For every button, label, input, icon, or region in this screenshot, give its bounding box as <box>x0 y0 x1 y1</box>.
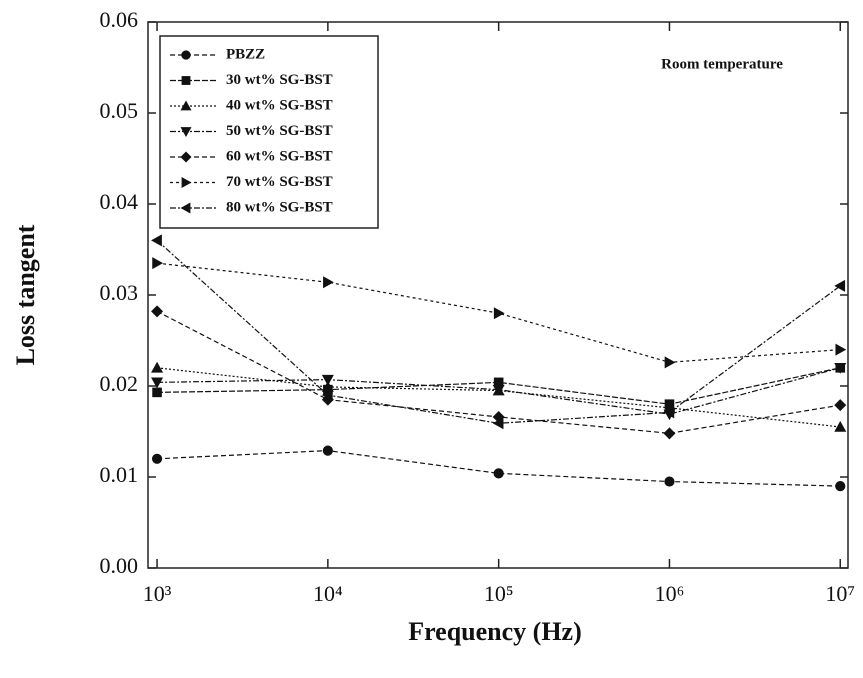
marker <box>835 343 847 356</box>
marker <box>152 257 164 270</box>
marker <box>492 417 504 430</box>
x-tick-label: 10⁶ <box>655 581 685 606</box>
legend-label: 50 wt% SG-BST <box>226 123 333 139</box>
legend-marker <box>180 127 192 137</box>
y-axis-title: Loss tangent <box>11 224 40 365</box>
x-tick-label: 10³ <box>143 581 172 606</box>
legend-marker <box>180 100 192 111</box>
marker <box>493 377 504 388</box>
y-tick-label: 0.02 <box>100 371 139 396</box>
legend-label: 60 wt% SG-BST <box>226 148 333 164</box>
legend-label: 30 wt% SG-BST <box>226 72 333 88</box>
marker <box>664 476 675 487</box>
x-tick-label: 10⁴ <box>313 581 343 606</box>
annotation: Room temperature <box>661 56 783 72</box>
legend-label: 40 wt% SG-BST <box>226 97 333 113</box>
series-line <box>157 450 841 487</box>
legend-marker <box>181 50 191 60</box>
marker <box>834 363 847 374</box>
marker <box>151 453 163 464</box>
y-tick-label: 0.01 <box>100 462 139 487</box>
legend-marker <box>180 151 192 163</box>
marker <box>321 380 334 392</box>
series-line <box>156 239 841 424</box>
legend-label: PBZZ <box>226 46 265 62</box>
marker <box>151 377 164 389</box>
marker <box>492 384 505 396</box>
marker <box>835 481 846 492</box>
marker <box>663 406 675 419</box>
marker <box>151 234 162 247</box>
series-line <box>156 262 841 363</box>
marker <box>321 374 334 386</box>
x-tick-label: 10⁵ <box>484 581 514 606</box>
legend-marker <box>181 177 192 188</box>
marker <box>151 305 164 318</box>
y-tick-label: 0.05 <box>100 98 139 123</box>
marker <box>834 279 846 292</box>
legend-marker <box>180 202 191 214</box>
legend-label: 80 wt% SG-BST <box>226 199 333 215</box>
marker <box>152 387 162 398</box>
x-axis-title: Frequency (Hz) <box>408 617 582 646</box>
marker <box>322 445 333 456</box>
marker <box>493 307 505 320</box>
marker <box>834 399 847 412</box>
marker <box>664 356 676 369</box>
marker <box>493 468 504 479</box>
x-tick-label: 10⁷ <box>825 581 855 606</box>
marker <box>834 420 847 432</box>
marker <box>323 276 334 289</box>
legend-marker <box>181 76 191 85</box>
y-tick-label: 0.06 <box>100 7 139 32</box>
legend-label: 70 wt% SG-BST <box>226 174 333 190</box>
marker <box>151 361 164 373</box>
y-tick-label: 0.03 <box>100 280 139 305</box>
marker <box>663 427 676 440</box>
marker <box>321 389 333 402</box>
y-tick-label: 0.00 <box>100 553 139 578</box>
y-tick-label: 0.04 <box>100 189 139 214</box>
